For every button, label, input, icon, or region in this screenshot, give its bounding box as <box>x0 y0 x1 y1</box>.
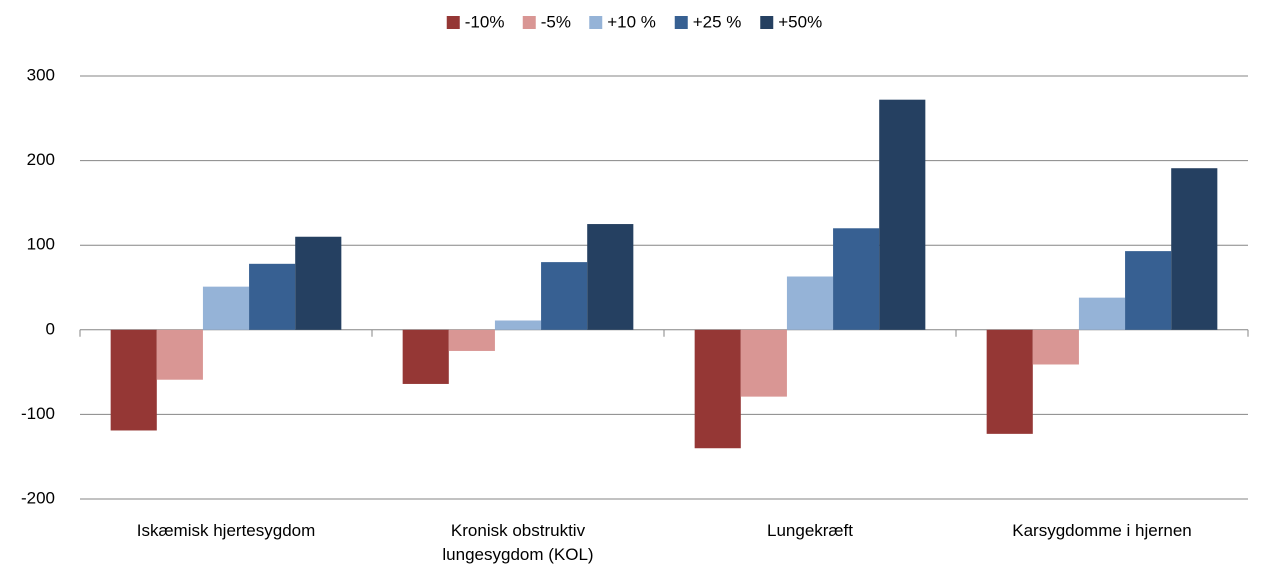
y-tick-label: -200 <box>21 488 55 507</box>
x-tick-label: Lungekræft <box>767 521 853 540</box>
x-tick-label: Iskæmisk hjertesygdom <box>136 521 316 540</box>
y-tick-label: 300 <box>27 65 55 84</box>
bar <box>879 99 926 330</box>
legend-label: +50% <box>778 12 822 31</box>
x-tick-label: Kronisk obstruktiv lungesygdom (KOL) <box>442 521 594 564</box>
bar <box>110 329 157 431</box>
legend-swatch <box>674 16 688 29</box>
legend-label: -5% <box>541 12 571 31</box>
bar <box>202 286 250 330</box>
bar <box>494 320 542 330</box>
legend-label: +25 % <box>693 12 742 31</box>
bar <box>1125 251 1172 330</box>
bar <box>786 276 834 330</box>
legend-swatch <box>446 16 460 29</box>
bar <box>295 236 342 330</box>
bar <box>694 329 741 449</box>
y-tick-label: -100 <box>21 404 55 423</box>
bar <box>986 329 1033 434</box>
bar <box>541 262 588 330</box>
bar <box>833 228 880 330</box>
legend-swatch <box>760 16 774 29</box>
bar <box>402 329 449 384</box>
y-tick-label: 0 <box>46 319 55 338</box>
bar <box>1171 168 1218 330</box>
legend-swatch <box>589 16 603 29</box>
legend-label: +10 % <box>607 12 656 31</box>
bar <box>249 263 296 330</box>
bar <box>448 329 495 351</box>
bar <box>587 224 634 330</box>
x-tick-label: Karsygdomme i hjernen <box>1012 521 1192 540</box>
bar <box>1078 297 1126 330</box>
bar <box>156 329 203 380</box>
legend-label: -10% <box>465 12 505 31</box>
y-tick-label: 200 <box>27 150 55 169</box>
bar <box>1032 329 1079 365</box>
legend-swatch <box>522 16 536 29</box>
bar <box>740 329 787 397</box>
y-tick-label: 100 <box>27 235 55 254</box>
